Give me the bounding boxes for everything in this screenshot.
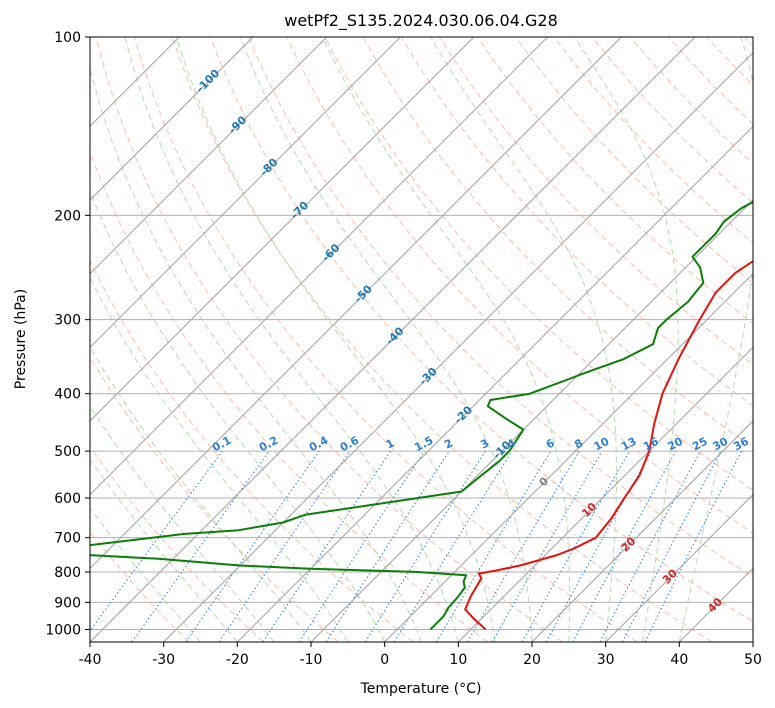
x-axis-label: Temperature (°C) <box>360 681 482 697</box>
x-tick-label: -10 <box>300 652 323 668</box>
moist-adiabat-line <box>175 37 496 642</box>
moist-adiabat-line <box>574 37 679 642</box>
temperature-profile-line <box>464 260 753 631</box>
mixing-ratio-label: 13 <box>619 435 639 454</box>
isotherm-line <box>531 420 753 642</box>
profile-lines <box>90 200 753 631</box>
isotherm-line <box>90 37 549 496</box>
isotherm-line <box>90 37 401 349</box>
dry-adiabat-line <box>171 37 712 642</box>
mixing-ratio-label: 16 <box>641 435 661 454</box>
isotherm-line <box>163 51 753 642</box>
dewpoint-profile-line <box>90 200 753 631</box>
dry-adiabat-line <box>248 37 753 578</box>
x-tick-label: 20 <box>523 652 541 668</box>
isotherm-line <box>236 125 753 642</box>
moist-adiabat-line <box>430 37 617 642</box>
mixing-ratio-label: 25 <box>690 435 710 454</box>
mixing-ratio-line <box>262 450 392 642</box>
y-axis-label: Pressure (hPa) <box>13 289 29 389</box>
dry-adiabat-line <box>133 37 638 642</box>
isotherm-line <box>90 37 328 275</box>
mixing-ratio-line <box>521 450 630 642</box>
x-tick-label: 30 <box>597 652 615 668</box>
mixing-ratio-line <box>298 450 425 642</box>
moist-adiabat-line <box>90 276 349 642</box>
chart-title: wetPf2_S135.2024.030.06.04.G28 <box>284 11 558 31</box>
mixing-ratio-line <box>644 450 743 642</box>
x-tick-label: 10 <box>449 652 467 668</box>
dry-adiabat-line <box>515 37 753 284</box>
mixing-ratio-label: 36 <box>731 435 751 454</box>
dry-adiabat-line <box>95 37 563 642</box>
mixing-ratio-label: 30 <box>711 435 731 454</box>
x-tick-label: 50 <box>744 652 762 668</box>
moist-adiabat-line <box>90 405 275 642</box>
dry-adiabat-line <box>90 356 339 642</box>
y-tick-label: 500 <box>54 444 81 460</box>
y-tick-label: 300 <box>54 313 81 329</box>
moist-adiabat-line <box>322 37 571 642</box>
isotherm-line <box>605 493 753 642</box>
dry-adiabat-line <box>286 37 753 534</box>
mixing-ratio-line <box>131 450 270 642</box>
moist-adiabat-line <box>90 189 386 642</box>
isotherm-line <box>457 346 753 642</box>
y-tick-label: 900 <box>54 595 81 611</box>
y-tick-label: 200 <box>54 208 81 224</box>
x-axis-ticks: -40 -30 -20 -10 0 10 20 30 40 50 <box>79 642 762 668</box>
background-lines <box>90 37 753 642</box>
mixing-ratio-line <box>325 450 450 642</box>
mixing-ratio-line <box>572 450 677 642</box>
moist-adiabat-line <box>124 37 459 642</box>
y-tick-label: 800 <box>54 565 81 581</box>
isotherm-line <box>90 37 475 422</box>
mixing-ratio-label: 10 <box>592 435 612 454</box>
moist-adiabat-line <box>90 507 201 642</box>
mixing-ratio-label: 20 <box>665 435 685 454</box>
x-tick-label: -30 <box>152 652 175 668</box>
y-tick-label: 700 <box>54 531 81 547</box>
mixing-ratio-line <box>90 450 223 632</box>
moist-adiabat-line <box>678 37 753 642</box>
isotherm-line <box>384 272 753 642</box>
isotherm-line <box>310 199 753 642</box>
moist-adiabat-line <box>239 37 533 642</box>
y-tick-label: 100 <box>54 30 81 46</box>
x-tick-label: -40 <box>79 652 102 668</box>
y-tick-label: 600 <box>54 491 81 507</box>
y-tick-label: 1000 <box>45 622 81 638</box>
x-tick-label: 0 <box>380 652 389 668</box>
isotherm-line <box>90 37 254 201</box>
mixing-ratio-line <box>393 450 513 642</box>
y-tick-label: 400 <box>54 387 81 403</box>
x-tick-label: 40 <box>670 652 688 668</box>
mixing-ratio-line <box>218 450 351 642</box>
plot-frame <box>89 36 754 643</box>
dry-adiabat-line <box>90 259 414 642</box>
moist-adiabat-line <box>90 65 422 642</box>
moist-adiabat-line <box>90 458 238 642</box>
dry-adiabat-line <box>210 37 753 623</box>
x-tick-label: -20 <box>226 652 249 668</box>
isotherm-line <box>90 37 696 642</box>
y-axis-ticks: 100 200 300 400 500 600 700 800 900 1000 <box>45 30 90 638</box>
dry-adiabat-line <box>324 37 753 491</box>
dry-adiabat-line <box>90 445 264 642</box>
mixing-ratio-line <box>185 450 320 642</box>
